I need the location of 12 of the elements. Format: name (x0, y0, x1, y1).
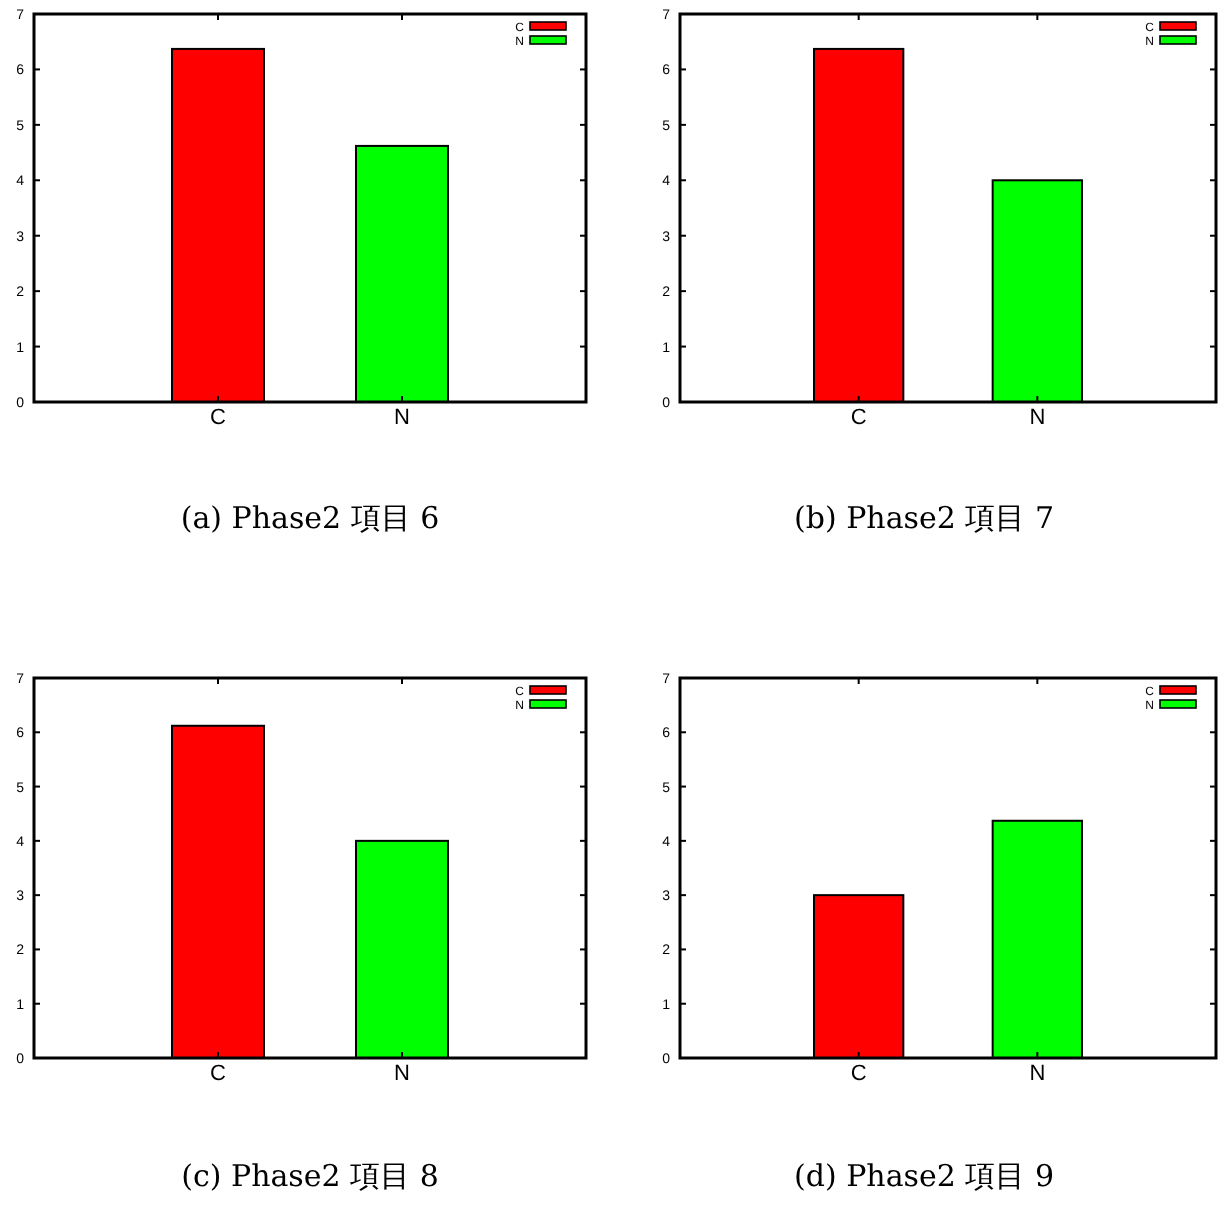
text: (c) Phase2 項目 8 (181, 1158, 439, 1194)
x-tick-label: C (210, 406, 227, 430)
x-tick-label: N (1029, 1062, 1046, 1086)
x-tick-label: N (1029, 406, 1046, 430)
text: (d) Phase2 項目 9 (794, 1158, 1054, 1194)
x-tick-label: N (394, 1062, 411, 1086)
x-tick-label: N (394, 406, 411, 430)
x-tick-label: C (210, 1062, 227, 1086)
x-tick-label: C (850, 1062, 867, 1086)
text: (a) Phase2 項目 6 (180, 500, 440, 536)
x-tick-label: C (850, 406, 867, 430)
text: (b) Phase2 項目 7 (794, 500, 1054, 536)
